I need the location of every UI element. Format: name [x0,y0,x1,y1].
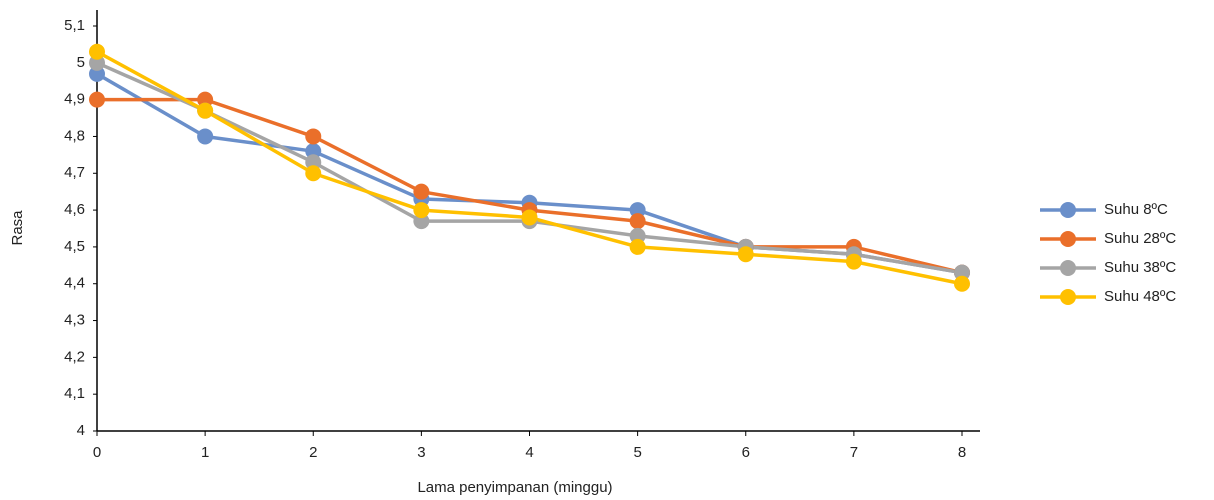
data-point [845,253,862,270]
legend-label: Suhu 8ºC [1104,201,1168,218]
series-line [96,50,963,286]
data-point [413,213,430,230]
series-line [97,97,963,275]
series-line [96,61,963,275]
legend-label: Suhu 38ºC [1104,259,1176,276]
legend-marker [1060,260,1076,276]
y-tick-label: 4,3 [64,312,85,329]
y-tick-label: 4,1 [64,385,85,402]
x-tick-label: 1 [201,444,209,461]
data-point [954,275,970,292]
data-point [197,102,214,119]
data-point [305,154,322,171]
data-point [737,246,754,263]
y-tick-label: 4,4 [64,275,85,292]
y-tick-label: 5 [77,54,85,71]
y-axis-title: Rasa [9,210,26,246]
x-tick-label: 6 [742,444,750,461]
data-point [629,238,646,255]
y-tick-label: 4,2 [64,348,85,365]
data-point [629,213,646,230]
legend-marker [1060,289,1076,305]
legend-label: Suhu 48ºC [1104,288,1176,305]
x-tick-label: 0 [93,444,101,461]
y-tick-label: 4,5 [64,238,85,255]
x-tick-label: 4 [525,444,533,461]
x-tick-label: 7 [850,444,858,461]
y-tick-label: 4 [77,422,85,439]
x-tick-label: 3 [417,444,425,461]
data-point [305,143,322,160]
data-point [89,91,105,108]
legend-marker [1060,231,1076,247]
y-tick-label: 4,6 [64,201,85,218]
y-tick-label: 4,8 [64,127,85,144]
x-axis-title: Lama penyimpanan (minggu) [417,479,612,496]
y-tick-label: 4,9 [64,91,85,108]
x-tick-label: 2 [309,444,317,461]
series-line [96,72,963,275]
data-point [413,183,430,200]
data-point [521,209,538,226]
data-point [197,91,214,108]
data-point [89,54,105,71]
data-point [413,202,430,219]
data-point [89,43,105,60]
legend-label: Suhu 28ºC [1104,230,1176,247]
data-point [305,165,322,182]
data-point [89,65,105,82]
data-point [197,128,214,145]
y-tick-label: 5,1 [64,17,85,34]
y-tick-label: 4,7 [64,164,85,181]
legend-marker [1060,202,1076,218]
data-point [629,202,646,219]
x-tick-label: 8 [958,444,966,461]
x-tick-label: 5 [633,444,641,461]
data-point [305,128,322,145]
data-point [629,227,646,244]
data-point [954,264,970,281]
